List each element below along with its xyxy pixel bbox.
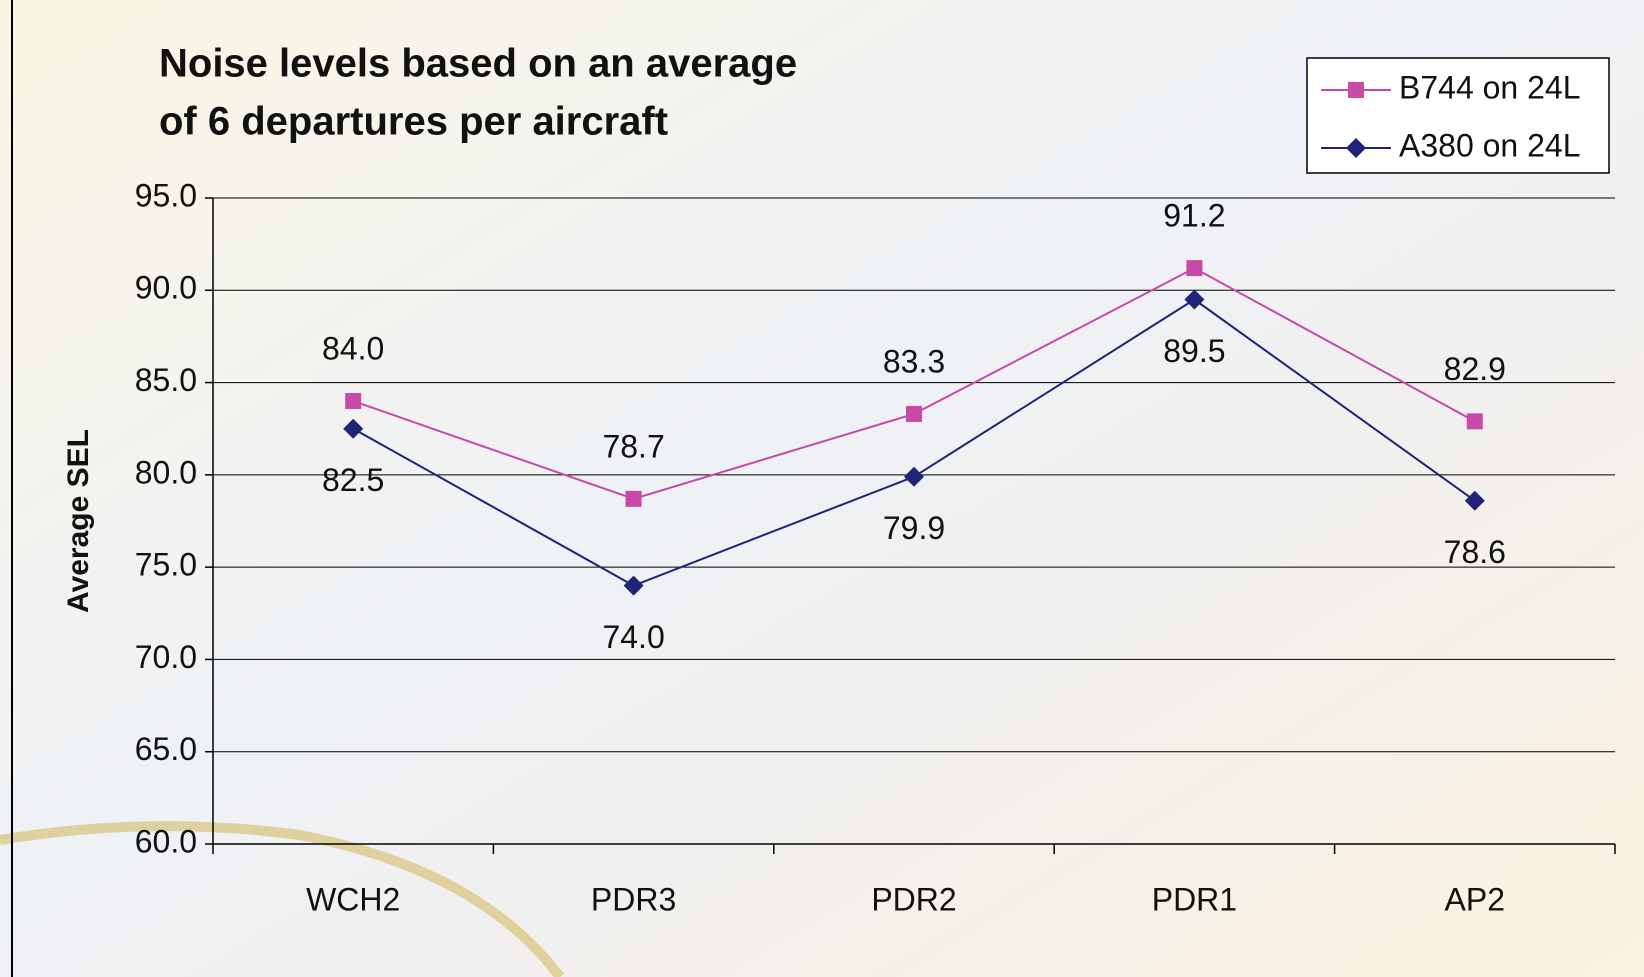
x-tick-label: PDR1 [1152, 881, 1237, 917]
y-tick-label: 80.0 [135, 454, 197, 490]
x-tick-label: PDR2 [871, 881, 956, 917]
y-tick-label: 85.0 [135, 362, 197, 398]
decoration [0, 821, 565, 977]
y-tick-label: 70.0 [135, 639, 197, 675]
data-label: 84.0 [322, 330, 384, 366]
marker [904, 466, 924, 487]
marker [345, 393, 362, 410]
chart-title: Noise levels based on an average [159, 42, 797, 86]
data-label: 78.6 [1444, 534, 1506, 570]
x-tick-label: PDR3 [591, 881, 676, 917]
chart-title: of 6 departures per aircraft [159, 100, 668, 144]
y-tick-label: 65.0 [135, 731, 197, 767]
x-tick-label: AP2 [1445, 881, 1505, 917]
marker [625, 490, 642, 507]
marker [343, 418, 364, 439]
data-label: 79.9 [883, 510, 945, 546]
marker [1346, 138, 1366, 158]
marker [1186, 260, 1203, 277]
data-label: 89.5 [1163, 333, 1225, 369]
marker [906, 405, 922, 422]
y-tick-label: 95.0 [135, 177, 197, 213]
data-label: 78.7 [602, 428, 664, 464]
x-tick-label: WCH2 [306, 881, 400, 917]
marker [1184, 289, 1205, 310]
y-tick-label: 60.0 [135, 823, 197, 859]
data-label: 91.2 [1163, 198, 1225, 234]
y-tick-label: 75.0 [135, 547, 197, 583]
marker [1464, 490, 1485, 511]
y-tick-label: 90.0 [135, 270, 197, 306]
legend-label: A380 on 24L [1399, 127, 1581, 163]
y-axis-label: Average SEL [62, 429, 95, 613]
legend-label: B744 on 24L [1399, 69, 1581, 105]
data-label: 83.3 [883, 343, 945, 379]
data-label: 82.5 [322, 462, 384, 498]
marker [623, 575, 644, 596]
data-label: 82.9 [1444, 351, 1506, 387]
marker [1348, 82, 1364, 98]
data-label: 74.0 [602, 619, 664, 655]
marker [1466, 413, 1483, 430]
